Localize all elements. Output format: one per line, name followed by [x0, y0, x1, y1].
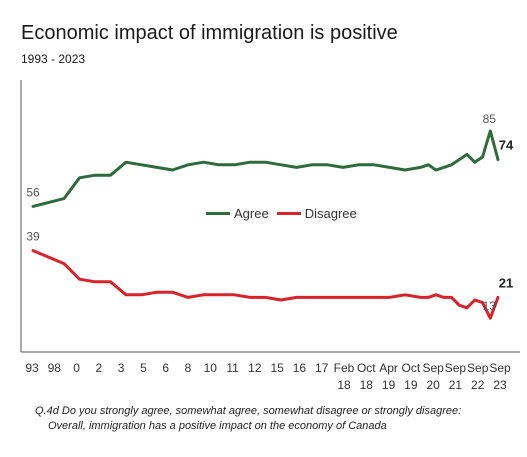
chart-title: Economic impact of immigration is positi…	[21, 22, 398, 44]
x-tick-label-year: 18	[360, 378, 374, 392]
legend-item-disagree: Disagree	[276, 206, 357, 221]
data-label-disagree: 13	[483, 299, 497, 313]
x-tick-label: 98	[48, 361, 62, 375]
series-line-agree	[31, 129, 500, 208]
series-line-disagree	[31, 249, 500, 320]
x-tick-label: 3	[118, 361, 125, 375]
chart-legend: Agree Disagree	[206, 206, 365, 221]
x-tick-label: 11	[226, 361, 239, 375]
x-tick-label: 10	[204, 361, 218, 375]
legend-label-agree: Agree	[234, 206, 269, 221]
chart-subtitle: 1993 - 2023	[21, 52, 86, 66]
legend-item-agree: Agree	[206, 206, 269, 221]
x-tick-label-year: 22	[471, 378, 485, 392]
legend-swatch-disagree	[276, 212, 301, 215]
x-tick-label: Oct	[357, 361, 376, 375]
x-tick-label-year: 19	[382, 378, 396, 392]
question-note: Q.4d Do you strongly agree, somewhat agr…	[35, 404, 461, 434]
x-tick-label: 15	[270, 361, 284, 375]
x-tick-label: Sep	[422, 361, 444, 375]
x-tick-label: 93	[25, 361, 39, 375]
x-tick-label: 0	[73, 361, 80, 375]
x-tick-label-year: 19	[404, 378, 418, 392]
legend-label-disagree: Disagree	[304, 206, 357, 221]
x-tick-label: Feb	[334, 361, 355, 375]
data-label-disagree: 21	[499, 275, 513, 290]
x-tick-label: 17	[315, 361, 329, 375]
x-tick-label: 2	[96, 361, 103, 375]
data-label-agree: 85	[483, 112, 497, 126]
x-tick-label: Sep	[489, 361, 511, 375]
question-note-line2: Overall, immigration has a positive impa…	[48, 420, 387, 432]
x-tick-label-year: 21	[449, 378, 463, 392]
x-tick-label: 8	[185, 361, 192, 375]
x-tick-label: 5	[140, 361, 147, 375]
x-tick-label: Apr	[379, 361, 398, 375]
legend-swatch-agree	[206, 212, 230, 215]
x-tick-label: Oct	[402, 361, 421, 375]
x-tick-label: 16	[293, 361, 307, 375]
x-tick-label: Sep	[445, 361, 467, 375]
data-label-agree: 74	[499, 138, 514, 153]
x-tick-label-year: 18	[337, 378, 351, 392]
x-tick-label-year: 23	[493, 378, 507, 392]
question-note-line1: Q.4d Do you strongly agree, somewhat agr…	[35, 405, 462, 417]
x-tick-label: 12	[248, 361, 262, 375]
x-tick-label-year: 20	[426, 378, 440, 392]
x-tick-label: 6	[162, 361, 169, 375]
data-label-agree: 56	[26, 185, 40, 199]
x-tick-label: Sep	[467, 361, 489, 375]
data-label-disagree: 39	[26, 230, 40, 244]
